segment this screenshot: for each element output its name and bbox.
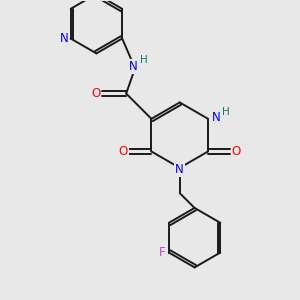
Text: N: N: [212, 111, 221, 124]
Text: N: N: [129, 60, 138, 73]
Text: F: F: [159, 246, 166, 259]
Text: N: N: [175, 163, 184, 176]
Text: N: N: [60, 32, 68, 45]
Text: O: O: [118, 145, 128, 158]
Text: O: O: [91, 87, 101, 100]
Text: H: H: [222, 107, 230, 117]
Text: H: H: [140, 55, 147, 65]
Text: O: O: [232, 145, 241, 158]
